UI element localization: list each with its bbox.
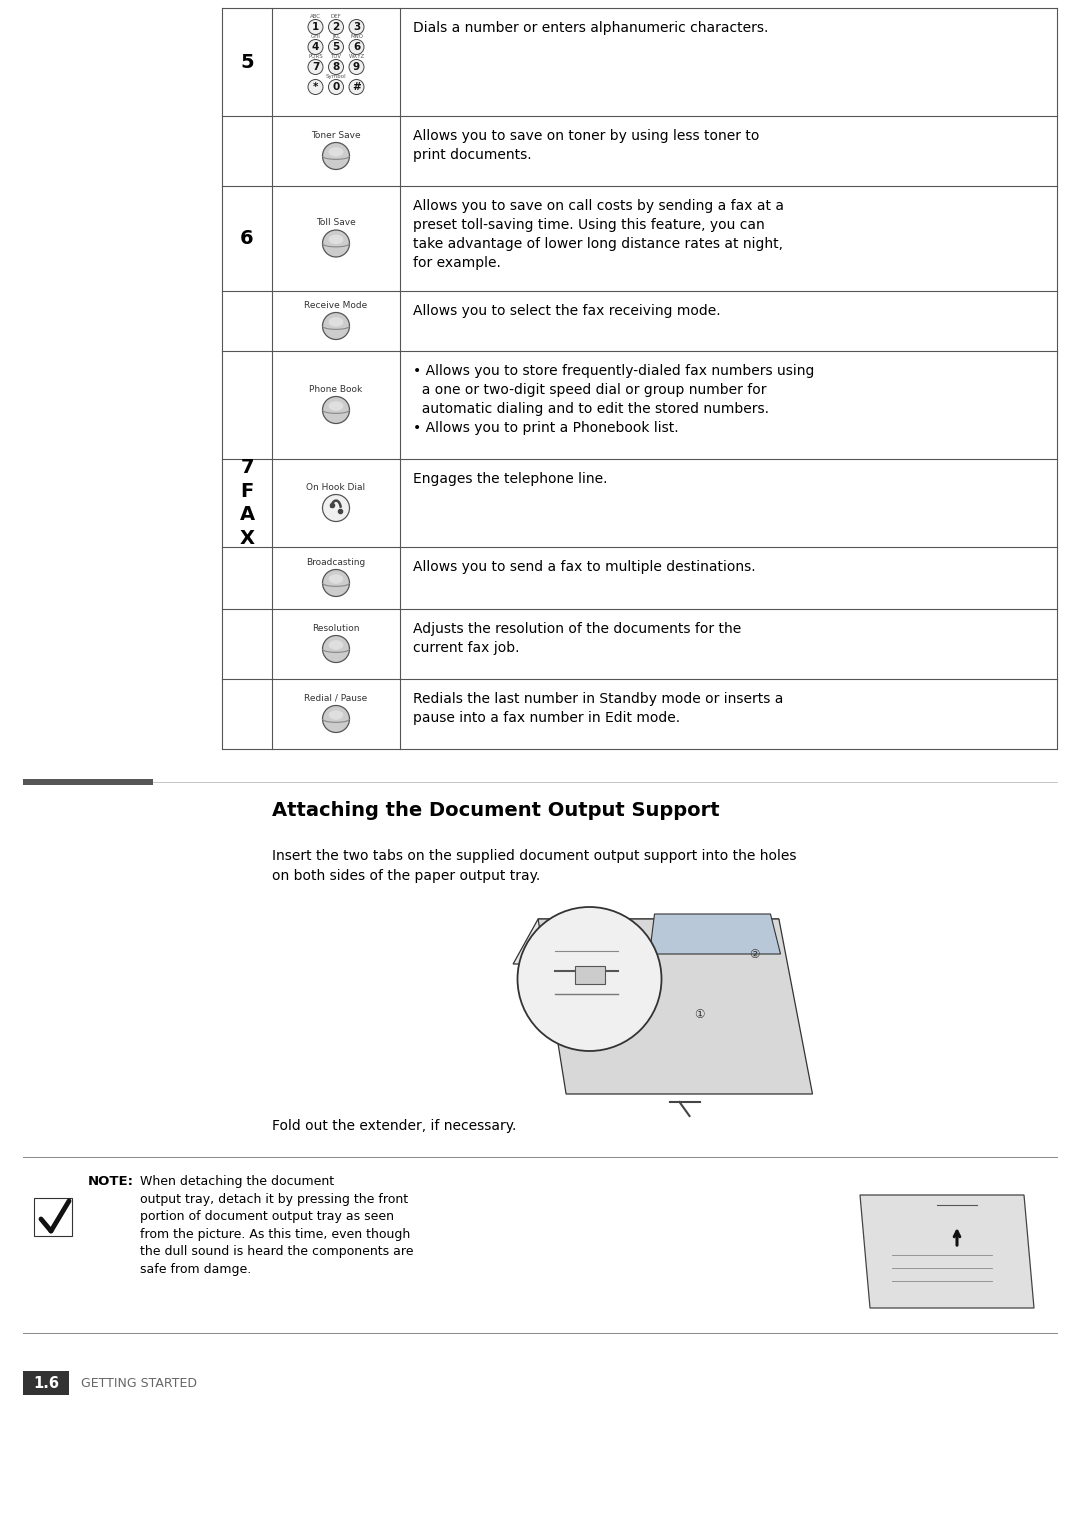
- Circle shape: [349, 20, 364, 35]
- Circle shape: [323, 569, 350, 597]
- Text: 1.6: 1.6: [33, 1375, 59, 1390]
- Text: ①: ①: [694, 1007, 705, 1021]
- Text: Broadcasting: Broadcasting: [307, 557, 366, 566]
- Text: 5: 5: [240, 52, 254, 72]
- Text: Resolution: Resolution: [312, 624, 360, 632]
- Text: 2: 2: [333, 21, 339, 32]
- Circle shape: [349, 60, 364, 75]
- Circle shape: [308, 79, 323, 95]
- Text: Insert the two tabs on the supplied document output support into the holes
on bo: Insert the two tabs on the supplied docu…: [272, 848, 797, 882]
- Text: MNO: MNO: [350, 34, 363, 38]
- Circle shape: [328, 79, 343, 95]
- Text: Attaching the Document Output Support: Attaching the Document Output Support: [272, 801, 719, 819]
- Circle shape: [308, 60, 323, 75]
- Text: 1: 1: [312, 21, 319, 32]
- Text: Receive Mode: Receive Mode: [305, 301, 367, 310]
- Circle shape: [349, 40, 364, 55]
- Circle shape: [328, 40, 343, 55]
- Bar: [33, 1198, 72, 1236]
- Text: 3: 3: [353, 21, 360, 32]
- Text: 7: 7: [312, 63, 320, 72]
- Ellipse shape: [328, 401, 343, 410]
- Text: Toner Save: Toner Save: [311, 131, 361, 139]
- Circle shape: [323, 635, 350, 662]
- Text: Allows you to save on toner by using less toner to
print documents.: Allows you to save on toner by using les…: [413, 130, 759, 162]
- Ellipse shape: [328, 317, 343, 327]
- Text: ②: ②: [750, 948, 759, 960]
- Text: When detaching the document
output tray, detach it by pressing the front
portion: When detaching the document output tray,…: [140, 1175, 414, 1276]
- Text: Allows you to send a fax to multiple destinations.: Allows you to send a fax to multiple des…: [413, 560, 756, 574]
- Text: NOTE:: NOTE:: [87, 1175, 134, 1189]
- Text: Allows you to save on call costs by sending a fax at a
preset toll-saving time. : Allows you to save on call costs by send…: [413, 198, 784, 270]
- Circle shape: [328, 60, 343, 75]
- Circle shape: [308, 20, 323, 35]
- Circle shape: [323, 230, 350, 256]
- Text: GHI: GHI: [311, 34, 321, 38]
- Ellipse shape: [328, 574, 343, 583]
- Circle shape: [349, 79, 364, 95]
- Text: 4: 4: [312, 43, 320, 52]
- Circle shape: [323, 313, 350, 339]
- Bar: [575, 966, 605, 984]
- Circle shape: [517, 906, 661, 1051]
- Text: Dials a number or enters alphanumeric characters.: Dials a number or enters alphanumeric ch…: [413, 21, 768, 35]
- Text: WXYZ: WXYZ: [349, 53, 365, 58]
- Text: PQRS: PQRS: [308, 53, 323, 58]
- Text: Engages the telephone line.: Engages the telephone line.: [413, 472, 607, 485]
- Text: #: #: [352, 82, 361, 92]
- Text: TUV: TUV: [330, 53, 341, 58]
- Ellipse shape: [328, 641, 343, 650]
- Polygon shape: [860, 1195, 1034, 1308]
- Circle shape: [308, 40, 323, 55]
- Circle shape: [323, 705, 350, 732]
- Text: 6: 6: [240, 229, 254, 249]
- Text: 5: 5: [333, 43, 339, 52]
- Text: *: *: [313, 82, 319, 92]
- Text: 6: 6: [353, 43, 360, 52]
- Polygon shape: [513, 919, 779, 964]
- Circle shape: [323, 142, 350, 169]
- Text: Redial / Pause: Redial / Pause: [305, 693, 367, 702]
- Text: Symbol: Symbol: [326, 73, 347, 78]
- Text: JKL: JKL: [332, 34, 340, 38]
- Ellipse shape: [328, 710, 343, 720]
- Ellipse shape: [328, 146, 343, 157]
- Text: Redials the last number in Standby mode or inserts a
pause into a fax number in : Redials the last number in Standby mode …: [413, 691, 783, 725]
- Text: • Allows you to store frequently-dialed fax numbers using
  a one or two-digit s: • Allows you to store frequently-dialed …: [413, 365, 814, 435]
- Text: ABC: ABC: [310, 14, 321, 18]
- Polygon shape: [538, 919, 812, 1094]
- Circle shape: [328, 20, 343, 35]
- Circle shape: [323, 494, 350, 522]
- Bar: [23, 778, 153, 784]
- Text: GETTING STARTED: GETTING STARTED: [81, 1376, 197, 1390]
- Text: 8: 8: [333, 63, 339, 72]
- Text: 0: 0: [333, 82, 339, 92]
- Text: Adjusts the resolution of the documents for the
current fax job.: Adjusts the resolution of the documents …: [413, 623, 741, 655]
- Text: Phone Book: Phone Book: [309, 385, 363, 394]
- Text: 7
F
A
X: 7 F A X: [240, 458, 255, 548]
- Text: On Hook Dial: On Hook Dial: [307, 482, 365, 491]
- Bar: [23, 1370, 69, 1395]
- Text: Toll Save: Toll Save: [316, 218, 356, 227]
- Polygon shape: [649, 914, 781, 954]
- Circle shape: [323, 397, 350, 424]
- Text: Allows you to select the fax receiving mode.: Allows you to select the fax receiving m…: [413, 304, 720, 317]
- Text: Fold out the extender, if necessary.: Fold out the extender, if necessary.: [272, 1119, 516, 1132]
- Text: DEF: DEF: [330, 14, 341, 18]
- Ellipse shape: [328, 235, 343, 244]
- Text: 9: 9: [353, 63, 360, 72]
